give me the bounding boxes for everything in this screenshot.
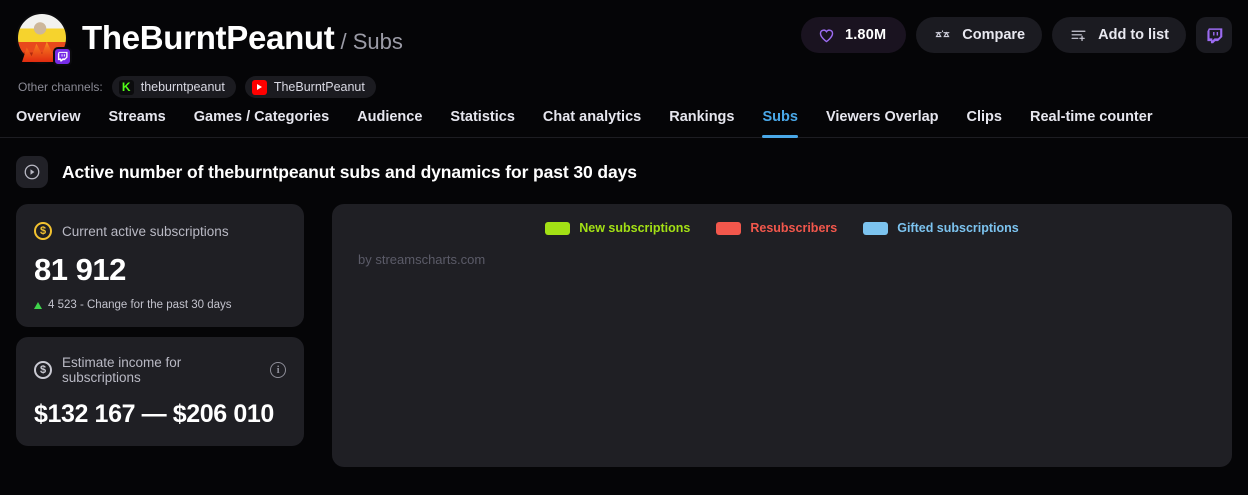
tab-rankings[interactable]: Rankings <box>669 109 735 125</box>
other-channel-kick-label: theburntpeanut <box>140 80 225 94</box>
compare-button[interactable]: Compare <box>916 17 1043 53</box>
card-header: $ Current active subscriptions <box>34 222 286 240</box>
legend-swatch-resubscribers <box>716 221 742 235</box>
compare-label: Compare <box>962 27 1026 43</box>
other-channels-label: Other channels: <box>18 80 103 94</box>
section-header: Active number of theburntpeanut subs and… <box>0 138 1248 188</box>
legend-item-gifted-subscriptions[interactable]: Gifted subscriptions <box>863 221 1019 235</box>
page-header: TheBurntPeanut / Subs Other channels: K t… <box>0 0 1248 98</box>
add-to-list-button[interactable]: Add to list <box>1052 17 1186 53</box>
avatar[interactable] <box>16 12 72 66</box>
estimate-income-value: $132 167 — $206 010 <box>34 400 274 428</box>
play-circle-icon[interactable] <box>16 156 48 188</box>
tab-games-categories[interactable]: Games / Categories <box>193 109 330 125</box>
kick-icon: K <box>118 79 134 95</box>
twitch-platform-badge-icon <box>53 47 72 66</box>
legend-swatch-gifted-subscriptions <box>863 221 889 235</box>
card-estimate-income: $ Estimate income for subscriptions i $1… <box>16 337 304 447</box>
tab-overview[interactable]: Overview <box>16 109 81 125</box>
legend-item-resubscribers[interactable]: Resubscribers <box>716 221 837 235</box>
youtube-icon <box>251 79 267 95</box>
other-channels-row: Other channels: K theburntpeanut TheBurn… <box>16 76 1232 98</box>
card-label-estimate-income: Estimate income for subscriptions <box>62 355 182 385</box>
tab-chat-analytics[interactable]: Chat analytics <box>542 109 642 125</box>
other-channel-kick[interactable]: K theburntpeanut <box>111 76 236 98</box>
tab-real-time-counter[interactable]: Real-time counter <box>1029 109 1153 125</box>
add-to-list-label: Add to list <box>1098 27 1169 43</box>
channel-title-group: TheBurntPeanut / Subs <box>82 19 403 57</box>
twitch-link-button[interactable] <box>1196 17 1232 53</box>
tab-statistics[interactable]: Statistics <box>450 109 515 125</box>
other-channel-youtube-label: TheBurntPeanut <box>273 80 365 94</box>
legend-item-new-subscriptions[interactable]: New subscriptions <box>545 221 690 235</box>
legend-swatch-new-subscriptions <box>545 221 571 235</box>
tab-audience[interactable]: Audience <box>357 109 423 125</box>
channel-name: TheBurntPeanut <box>82 19 335 56</box>
active-subs-value: 81 912 <box>34 252 126 287</box>
chart-plot-area <box>358 266 1218 443</box>
main-tabs: Overview Streams Games / Categories Audi… <box>0 96 1248 138</box>
tab-streams[interactable]: Streams <box>108 109 166 125</box>
channel-identity: TheBurntPeanut / Subs <box>16 12 1232 66</box>
legend-label-resubscribers: Resubscribers <box>750 221 838 235</box>
chart-watermark: by streamscharts.com <box>358 252 486 267</box>
dollar-circle-icon: $ <box>34 361 52 379</box>
content-area: $ Current active subscriptions 81 912 4 … <box>0 188 1248 467</box>
active-subs-delta-text: 4 523 - Change for the past 30 days <box>48 299 232 311</box>
other-channel-youtube[interactable]: TheBurntPeanut <box>244 76 376 98</box>
add-to-list-icon <box>1071 30 1086 41</box>
favorite-button[interactable]: 1.80M <box>800 17 907 53</box>
stats-column: $ Current active subscriptions 81 912 4 … <box>16 204 304 447</box>
active-subs-delta: 4 523 - Change for the past 30 days <box>34 299 286 311</box>
legend-label-gifted-subscriptions: Gifted subscriptions <box>897 221 1019 235</box>
twitch-icon <box>1206 27 1222 43</box>
heart-icon <box>819 28 834 42</box>
card-header: $ Estimate income for subscriptions i <box>34 355 286 385</box>
tab-clips[interactable]: Clips <box>966 109 1002 125</box>
header-actions: 1.80M Compare Add to list <box>800 17 1232 53</box>
legend-label-new-subscriptions: New subscriptions <box>579 221 691 235</box>
chart-legend: New subscriptions Resubscribers Gifted s… <box>332 204 1232 235</box>
info-icon[interactable]: i <box>270 362 286 378</box>
arrow-up-icon <box>34 301 42 309</box>
card-label-active-subs: Current active subscriptions <box>62 223 229 239</box>
gold-coin-icon: $ <box>34 222 52 240</box>
subs-dynamics-chart: New subscriptions Resubscribers Gifted s… <box>332 204 1232 467</box>
page-title: / Subs <box>340 29 403 54</box>
card-current-active-subscriptions: $ Current active subscriptions 81 912 4 … <box>16 204 304 327</box>
avatar-image <box>16 12 68 64</box>
tab-subs[interactable]: Subs <box>762 109 799 138</box>
page-section-title: Active number of theburntpeanut subs and… <box>62 161 637 182</box>
tab-viewers-overlap[interactable]: Viewers Overlap <box>825 109 939 125</box>
scales-icon <box>935 29 950 37</box>
favorite-count: 1.80M <box>844 27 887 43</box>
